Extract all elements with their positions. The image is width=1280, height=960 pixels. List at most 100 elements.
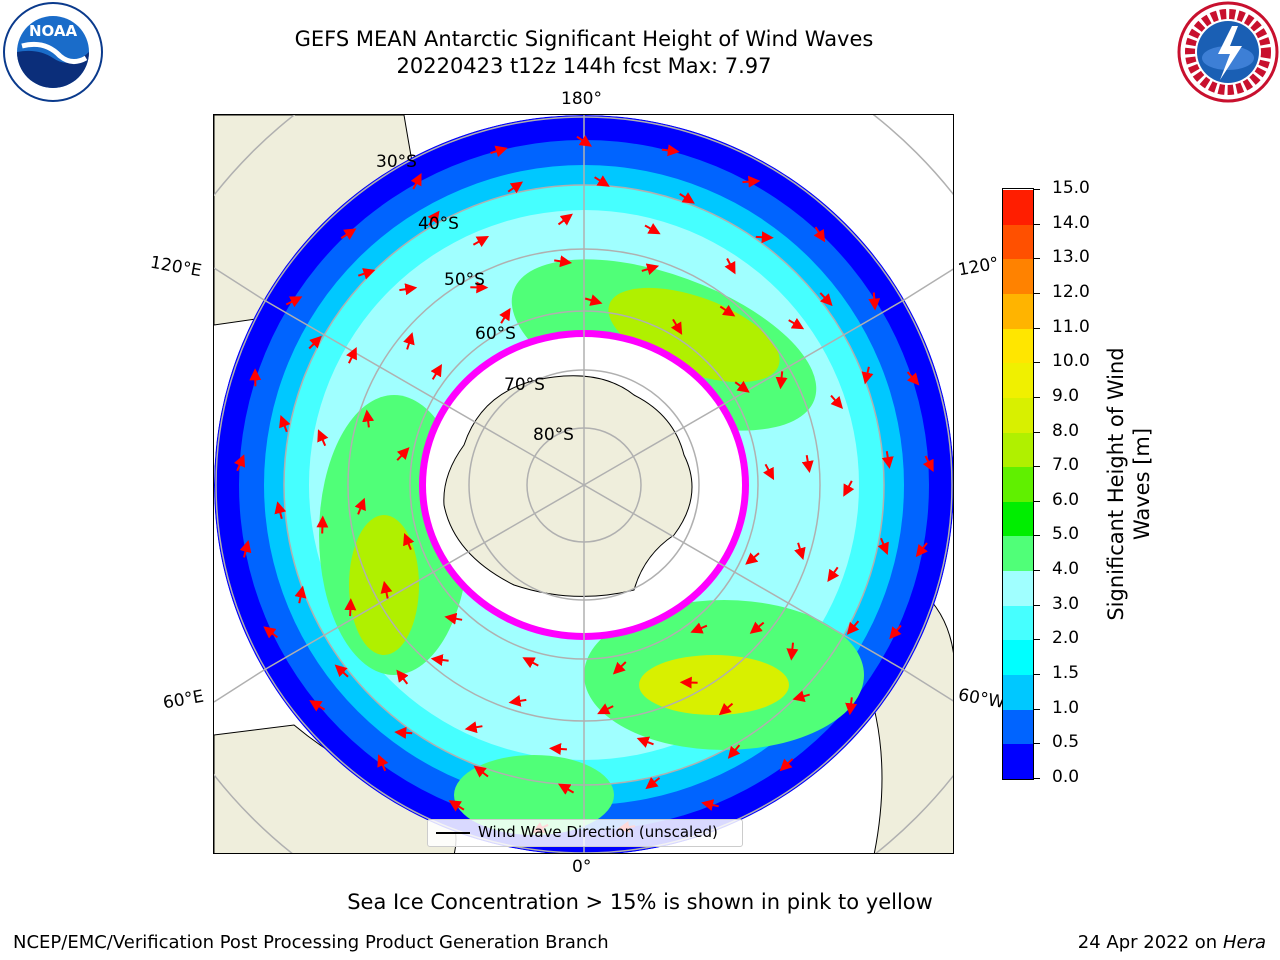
lat-label-70s: 70°S [504, 375, 545, 395]
wave-direction-arrow [554, 255, 573, 268]
wave-direction-arrow [701, 799, 719, 811]
colorbar-tick-label: 4.0 [1052, 559, 1080, 580]
colorbar-tick [1034, 292, 1040, 294]
wave-direction-arrow [906, 371, 920, 386]
wave-direction-arrow [644, 223, 661, 235]
wave-direction-arrow [813, 226, 826, 243]
map-legend: Wind Wave Direction (unscaled) [427, 819, 743, 847]
colorbar-tick-label: 7.0 [1052, 455, 1080, 476]
colorbar-tick-label: 13.0 [1052, 247, 1090, 268]
colorbar-tick-label: 2.0 [1052, 628, 1080, 649]
footer-date-text: 24 Apr 2022 on [1077, 932, 1223, 953]
colorbar-tick [1034, 189, 1040, 190]
wave-direction-arrow [792, 690, 810, 703]
colorbar-tick [1034, 500, 1040, 502]
colorbar-segment [1003, 605, 1033, 641]
colorbar-tick [1034, 743, 1040, 745]
wave-direction-arrow [661, 144, 680, 157]
wave-direction-arrow [718, 702, 734, 716]
wave-direction-arrow [670, 318, 683, 335]
colorbar-tick-label: 1.5 [1052, 663, 1080, 684]
wave-direction-arrow [263, 626, 279, 639]
colorbar-tick-label: 8.0 [1052, 420, 1080, 441]
colorbar-segment [1003, 501, 1033, 537]
wave-direction-arrow [922, 455, 934, 473]
polar-map [214, 115, 953, 853]
wave-direction-arrow [549, 743, 567, 755]
colorbar-segment [1003, 743, 1033, 779]
wave-direction-arrow [346, 346, 357, 364]
wave-direction-arrow [636, 736, 654, 748]
wave-direction-arrow [396, 447, 410, 461]
wave-direction-arrow [612, 661, 627, 675]
wave-direction-arrow [522, 657, 539, 669]
colorbar-tick [1034, 396, 1040, 398]
colorbar-tick [1034, 778, 1040, 779]
wave-direction-arrow [274, 501, 287, 519]
wave-direction-arrow [576, 135, 592, 147]
lon-label-180: 180° [561, 89, 602, 109]
wave-direction-arrow [239, 539, 252, 558]
wave-direction-arrow [464, 721, 483, 734]
wave-direction-arrow [846, 620, 860, 635]
colorbar-tick-label: 6.0 [1052, 489, 1080, 510]
colorbar-segment [1003, 432, 1033, 468]
wave-direction-arrow [597, 703, 614, 715]
lat-label-40s: 40°S [418, 214, 459, 234]
wave-band-4 [454, 755, 614, 835]
wave-direction-arrow [285, 296, 303, 308]
colorbar-tick [1034, 327, 1040, 329]
colorbar-tick [1034, 362, 1040, 364]
footer-date: 24 Apr 2022 on Hera [1078, 932, 1266, 953]
wave-direction-arrow [755, 231, 774, 244]
wave-direction-arrow [843, 480, 855, 497]
wave-direction-arrow [775, 371, 788, 390]
colorbar-tick [1034, 604, 1040, 606]
legend-label: Wind Wave Direction (unscaled) [478, 823, 718, 841]
wave-direction-arrow [763, 463, 775, 481]
colorbar-segment [1003, 224, 1033, 260]
wave-direction-arrow [403, 532, 415, 550]
lon-label-60w: 60°W [956, 685, 1007, 713]
wave-direction-arrow [724, 258, 736, 275]
colorbar-tick-label: 10.0 [1052, 351, 1090, 372]
wave-direction-arrow [727, 744, 741, 759]
lat-label-30s: 30°S [376, 152, 417, 172]
wave-direction-arrow [786, 642, 799, 661]
wave-direction-arrow [340, 228, 357, 240]
map-panel [213, 114, 954, 854]
wave-direction-arrow [889, 624, 902, 640]
colorbar-tick [1034, 674, 1040, 676]
colorbar-segment [1003, 397, 1033, 433]
colorbar-tick [1034, 535, 1040, 537]
colorbar [1002, 188, 1034, 780]
wave-direction-arrow [719, 304, 736, 317]
colorbar-tick-label: 5.0 [1052, 524, 1080, 545]
wave-direction-arrow [584, 294, 603, 306]
wave-direction-arrow [394, 726, 413, 739]
lat-label-50s: 50°S [444, 270, 485, 290]
wave-direction-arrow [427, 210, 440, 226]
wave-direction-arrow [473, 765, 489, 778]
footer-branch: NCEP/EMC/Verification Post Processing Pr… [13, 932, 609, 953]
colorbar-tick-label: 11.0 [1052, 316, 1090, 337]
wave-direction-arrow [690, 622, 708, 634]
colorbar-tick [1034, 431, 1040, 433]
wave-direction-arrow [403, 332, 415, 350]
wave-direction-arrow [444, 612, 463, 625]
lon-label-60e: 60°E [161, 686, 206, 714]
wave-direction-arrow [399, 283, 418, 296]
wave-direction-arrow [745, 552, 760, 565]
lat-label-60s: 60°S [475, 324, 516, 344]
antarctica-land [443, 375, 693, 597]
lon-label-120e: 120°E [148, 252, 204, 282]
map-title: GEFS MEAN Antarctic Significant Height o… [294, 27, 874, 51]
wave-direction-arrow [877, 537, 889, 555]
wave-direction-arrow [679, 192, 695, 204]
wave-direction-arrow [868, 292, 881, 311]
wave-direction-arrow [557, 213, 573, 226]
wave-direction-arrow [430, 363, 442, 380]
wave-direction-arrow [819, 292, 833, 307]
noaa-logo-text: NOAA [29, 22, 78, 40]
colorbar-segment [1003, 639, 1033, 676]
